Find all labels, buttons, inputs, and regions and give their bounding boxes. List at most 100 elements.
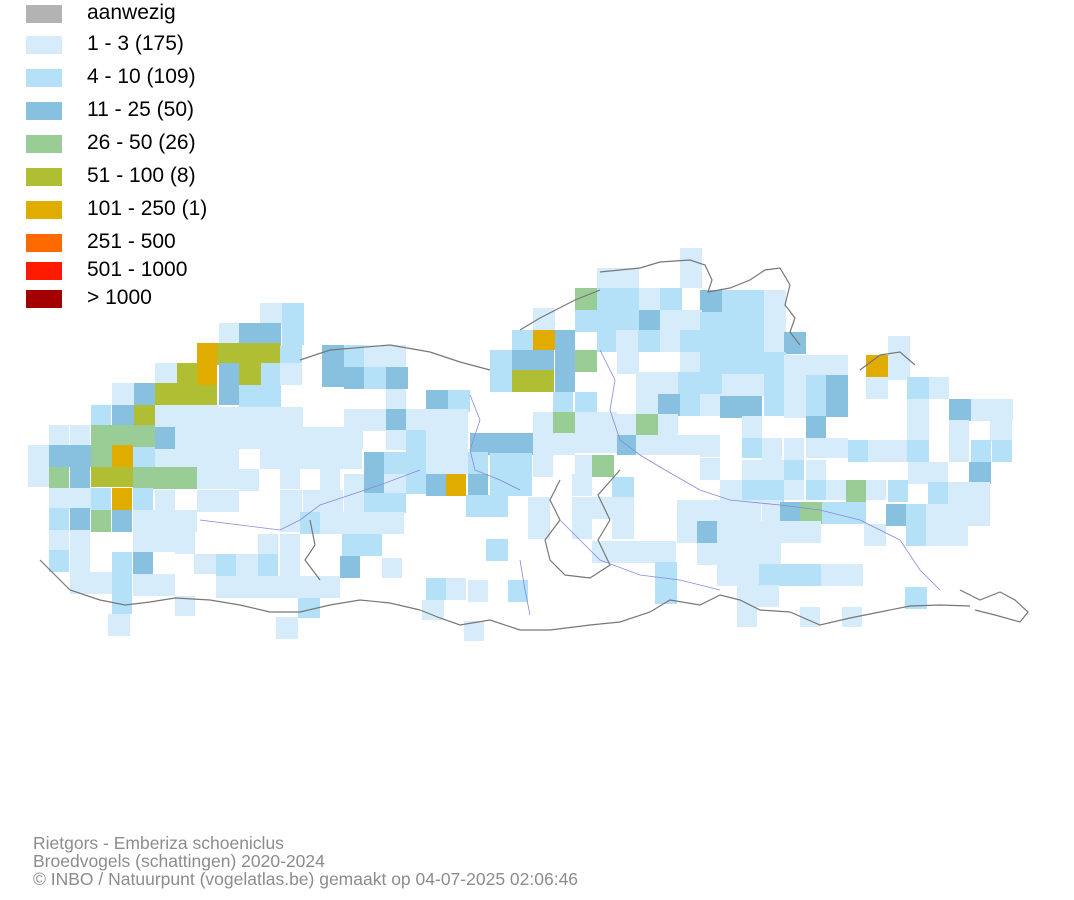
grid-cell <box>258 554 278 576</box>
grid-cell <box>175 427 239 449</box>
grid-cell <box>908 462 948 484</box>
grid-cell <box>533 412 553 434</box>
legend-item: 26 - 50 (26) <box>0 130 300 158</box>
grid-cell <box>70 467 90 489</box>
grid-cell <box>971 399 1013 421</box>
legend-label: 51 - 100 (8) <box>87 164 196 187</box>
grid-cell <box>969 462 991 484</box>
grid-cell <box>28 445 49 487</box>
grid-cell <box>929 377 949 399</box>
legend-item: 11 - 25 (50) <box>0 97 300 125</box>
grid-cell <box>888 336 910 358</box>
grid-cell <box>949 399 971 421</box>
grid-cell <box>486 539 508 561</box>
grid-cell <box>700 352 722 374</box>
legend-swatch <box>26 135 62 153</box>
grid-cell <box>737 605 757 627</box>
grid-cell <box>322 345 344 387</box>
grid-cell <box>133 574 175 596</box>
grid-cell <box>49 550 69 572</box>
grid-cell <box>764 352 786 374</box>
grid-cell <box>697 521 717 543</box>
grid-cell <box>468 452 488 474</box>
grid-cell <box>533 433 575 455</box>
grid-cell <box>639 310 661 332</box>
grid-cell <box>426 390 448 412</box>
legend-swatch <box>26 290 62 308</box>
legend-label: > 1000 <box>87 286 152 309</box>
grid-cell <box>91 405 111 427</box>
grid-cell <box>490 350 512 392</box>
grid-cell <box>926 504 990 526</box>
grid-cell <box>868 440 908 462</box>
grid-cell <box>340 556 360 578</box>
grid-cell <box>320 449 362 469</box>
grid-cell <box>784 460 804 482</box>
grid-cell <box>742 460 784 482</box>
grid-cell <box>575 455 595 475</box>
grid-cell <box>737 585 779 607</box>
grid-cell <box>512 370 554 392</box>
grid-cell <box>344 409 386 431</box>
legend-label: aanwezig <box>87 1 176 24</box>
grid-cell <box>764 374 784 416</box>
grid-cell <box>276 617 298 639</box>
grid-cell <box>553 392 573 414</box>
grid-cell <box>175 467 197 489</box>
legend-item: aanwezig <box>0 0 300 28</box>
grid-cell <box>382 558 402 578</box>
legend-label: 1 - 3 (175) <box>87 32 184 55</box>
grid-cell <box>112 572 132 614</box>
grid-cell <box>742 480 784 502</box>
grid-cell <box>197 467 239 489</box>
grid-cell <box>826 480 846 500</box>
grid-cell <box>784 375 806 397</box>
grid-cell <box>217 343 281 365</box>
grid-cell <box>133 552 153 574</box>
grid-cell <box>948 482 990 504</box>
grid-cell <box>806 438 848 458</box>
grid-cell <box>239 469 259 491</box>
legend-swatch <box>26 5 62 23</box>
grid-cell <box>764 332 784 354</box>
grid-cell <box>283 407 303 427</box>
grid-cell <box>446 578 466 600</box>
grid-cell <box>592 497 634 519</box>
grid-cell <box>177 363 197 385</box>
grid-cell <box>784 332 806 354</box>
legend-swatch <box>26 168 62 186</box>
grid-cell <box>905 587 927 609</box>
grid-cell <box>197 490 239 512</box>
grid-cell <box>426 430 468 452</box>
grid-cell <box>907 419 929 441</box>
grid-cell <box>822 502 866 524</box>
grid-cell <box>344 493 364 515</box>
grid-cell <box>949 440 969 462</box>
grid-cell <box>175 532 195 554</box>
grid-cell <box>575 310 597 332</box>
grid-cell <box>866 480 886 500</box>
grid-cell <box>555 370 575 392</box>
grid-cell <box>239 363 261 385</box>
grid-cell <box>907 399 929 421</box>
grid-cell <box>236 554 258 576</box>
grid-cell <box>742 438 762 458</box>
credits: Rietgors - Emberiza schoeniclus Broedvog… <box>33 834 578 888</box>
grid-cell <box>907 440 929 462</box>
grid-cell <box>926 524 968 546</box>
grid-cell <box>364 493 406 513</box>
grid-cell <box>636 394 658 416</box>
grid-cell <box>386 409 406 431</box>
grid-cell <box>508 580 528 602</box>
grid-cell <box>384 452 406 474</box>
grid-cell <box>866 377 888 399</box>
grid-cell <box>303 490 343 512</box>
grid-cell <box>112 488 132 510</box>
grid-cell <box>280 490 302 512</box>
grid-cell <box>639 330 661 352</box>
grid-cell <box>70 572 112 594</box>
legend-label: 26 - 50 (26) <box>87 131 196 154</box>
grid-cell <box>759 521 821 543</box>
grid-cell <box>533 330 555 350</box>
grid-cell <box>680 330 700 352</box>
